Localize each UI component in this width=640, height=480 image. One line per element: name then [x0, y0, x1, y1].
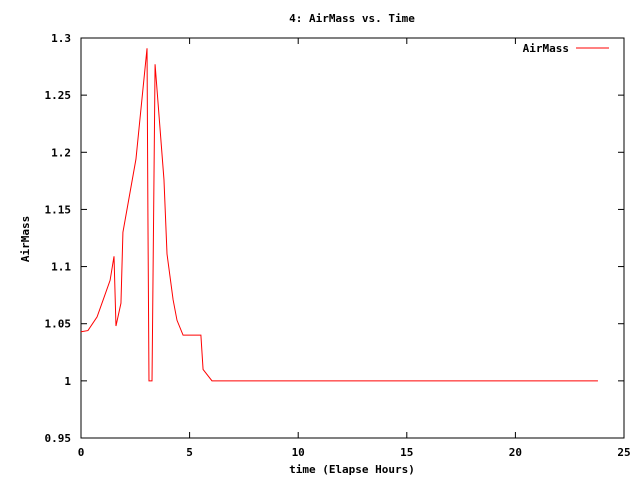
y-tick-label: 0.95 [45, 432, 72, 445]
x-tick-label: 15 [400, 446, 413, 459]
x-tick-label: 5 [186, 446, 193, 459]
x-axis-label: time (Elapse Hours) [289, 463, 415, 476]
x-tick-label: 0 [78, 446, 85, 459]
y-tick-label: 1.15 [45, 203, 72, 216]
y-tick-label: 1 [64, 375, 71, 388]
x-tick-label: 10 [292, 446, 305, 459]
x-tick-label: 25 [617, 446, 630, 459]
legend-label: AirMass [523, 42, 569, 55]
x-tick-label: 20 [509, 446, 522, 459]
plot-frame [80, 37, 625, 439]
y-tick-label: 1.05 [45, 318, 72, 331]
data-line [80, 48, 598, 382]
y-tick-label: 1.25 [45, 89, 72, 102]
chart-title: 4: AirMass vs. Time [289, 12, 415, 25]
y-tick-label: 1.2 [51, 146, 71, 159]
y-tick-label: 1.1 [51, 261, 71, 274]
y-axis-label: AirMass [19, 216, 32, 262]
y-tick-label: 1.3 [51, 32, 71, 45]
